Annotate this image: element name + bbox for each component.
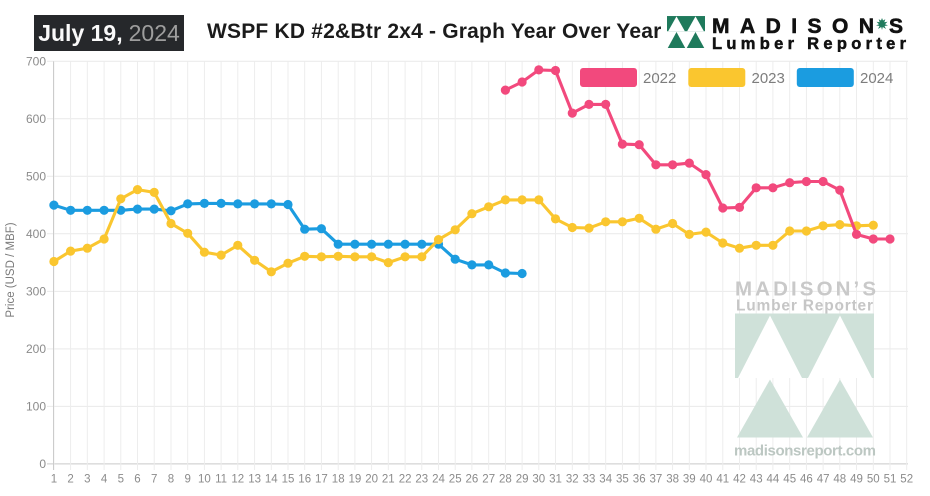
svg-text:40: 40	[700, 474, 713, 486]
svg-text:21: 21	[382, 474, 395, 486]
svg-text:41: 41	[716, 474, 729, 486]
svg-text:5: 5	[118, 474, 124, 486]
svg-text:12: 12	[231, 474, 244, 486]
svg-text:47: 47	[817, 474, 830, 486]
svg-text:35: 35	[616, 474, 629, 486]
svg-text:39: 39	[683, 474, 696, 486]
svg-text:2023: 2023	[752, 70, 785, 87]
svg-text:27: 27	[482, 474, 495, 486]
svg-text:madisonsreport.com: madisonsreport.com	[734, 443, 876, 460]
svg-text:2024: 2024	[860, 70, 893, 87]
svg-text:34: 34	[599, 474, 612, 486]
svg-text:500: 500	[26, 170, 46, 184]
svg-text:25: 25	[449, 474, 462, 486]
svg-text:38: 38	[666, 474, 679, 486]
svg-text:26: 26	[466, 474, 479, 486]
svg-text:15: 15	[282, 474, 295, 486]
svg-text:200: 200	[26, 342, 46, 356]
svg-text:16: 16	[298, 474, 311, 486]
svg-text:700: 700	[26, 55, 46, 69]
svg-text:24: 24	[432, 474, 445, 486]
svg-text:52: 52	[900, 474, 913, 486]
svg-text:13: 13	[248, 474, 261, 486]
svg-text:48: 48	[833, 474, 846, 486]
svg-text:42: 42	[733, 474, 746, 486]
svg-text:Lumber Reporter: Lumber Reporter	[736, 298, 873, 315]
svg-text:22: 22	[399, 474, 412, 486]
svg-text:100: 100	[26, 400, 46, 414]
svg-text:51: 51	[884, 474, 897, 486]
svg-text:17: 17	[315, 474, 328, 486]
svg-text:18: 18	[332, 474, 345, 486]
svg-text:33: 33	[583, 474, 596, 486]
svg-text:50: 50	[867, 474, 880, 486]
svg-text:6: 6	[134, 474, 140, 486]
svg-text:36: 36	[633, 474, 646, 486]
svg-text:9: 9	[184, 474, 190, 486]
svg-text:28: 28	[499, 474, 512, 486]
svg-text:8: 8	[168, 474, 174, 486]
svg-text:46: 46	[800, 474, 813, 486]
svg-text:4: 4	[101, 474, 108, 486]
svg-text:11: 11	[215, 474, 227, 486]
svg-text:S: S	[889, 16, 903, 38]
svg-text:3: 3	[84, 474, 90, 486]
svg-text:43: 43	[750, 474, 763, 486]
svg-text:400: 400	[26, 227, 46, 241]
svg-text:37: 37	[650, 474, 663, 486]
svg-text:2022: 2022	[643, 70, 676, 87]
svg-text:44: 44	[767, 474, 780, 486]
svg-text:45: 45	[783, 474, 796, 486]
svg-text:29: 29	[516, 474, 529, 486]
svg-text:7: 7	[151, 474, 157, 486]
svg-text:Lumber Reporter: Lumber Reporter	[712, 35, 907, 52]
svg-text:19: 19	[349, 474, 362, 486]
svg-text:32: 32	[566, 474, 579, 486]
svg-text:Price (USD / MBF): Price (USD / MBF)	[5, 222, 17, 317]
svg-text:20: 20	[365, 474, 378, 486]
svg-text:0: 0	[39, 457, 46, 471]
svg-text:2: 2	[67, 474, 73, 486]
svg-text:1: 1	[51, 474, 57, 486]
svg-text:14: 14	[265, 474, 278, 486]
svg-text:49: 49	[850, 474, 863, 486]
svg-text:23: 23	[415, 474, 428, 486]
svg-text:31: 31	[549, 474, 562, 486]
svg-text:600: 600	[26, 112, 46, 126]
svg-text:300: 300	[26, 285, 46, 299]
svg-text:MADISON: MADISON	[712, 16, 874, 38]
svg-text:30: 30	[532, 474, 545, 486]
svg-text:10: 10	[198, 474, 211, 486]
